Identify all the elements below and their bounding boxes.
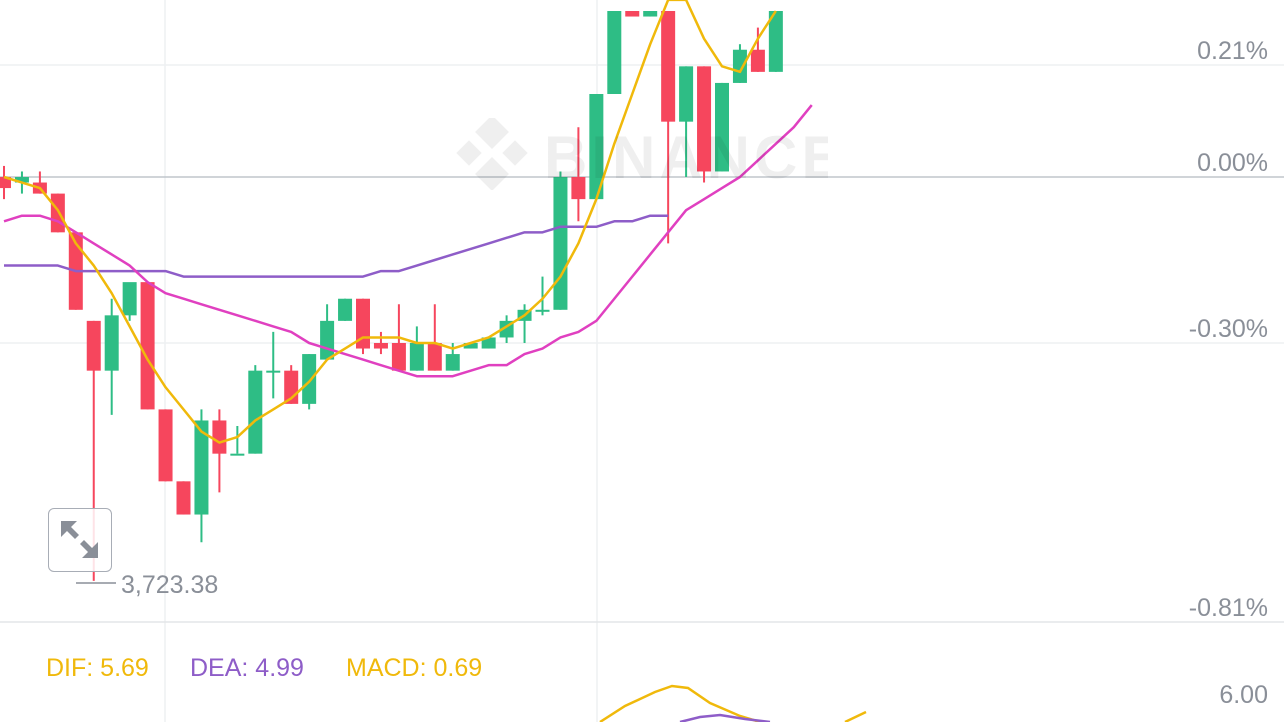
candle-down bbox=[176, 481, 191, 515]
candle-down bbox=[0, 177, 11, 189]
candle-up bbox=[732, 49, 747, 83]
candle-up bbox=[535, 309, 550, 312]
ma-purple-line bbox=[4, 214, 669, 278]
candle-down bbox=[212, 420, 227, 454]
candle-down bbox=[697, 66, 712, 172]
candle-down bbox=[750, 49, 765, 72]
y-label-0: 0.21% bbox=[1197, 37, 1268, 65]
candle-up bbox=[230, 453, 245, 456]
candle-up bbox=[122, 282, 137, 316]
candle-down bbox=[427, 343, 442, 371]
candle-down bbox=[86, 320, 101, 371]
candle-up bbox=[553, 177, 568, 310]
candle-down bbox=[140, 282, 155, 410]
candle-up bbox=[715, 82, 729, 172]
y-label-3: -0.81% bbox=[1189, 594, 1268, 622]
candle-up bbox=[445, 354, 460, 371]
candle-up bbox=[589, 94, 604, 200]
low-marker-label: 3,723.38 bbox=[121, 571, 218, 599]
candle-up bbox=[463, 343, 478, 349]
candle-up bbox=[643, 11, 658, 17]
macd-dea-line bbox=[679, 713, 771, 722]
candle-down bbox=[391, 343, 406, 371]
y-label-1: 0.00% bbox=[1197, 149, 1268, 177]
binance-watermark: BINANCE bbox=[456, 115, 841, 195]
candle-up bbox=[768, 11, 783, 72]
candle-up bbox=[338, 298, 353, 321]
macd-dif-line-right bbox=[844, 710, 867, 722]
candle-up bbox=[248, 370, 263, 454]
candle-up bbox=[679, 66, 694, 122]
moving-average-layer bbox=[3, 0, 813, 444]
candle-up bbox=[302, 354, 317, 404]
candle-up bbox=[409, 343, 424, 371]
candle-down bbox=[661, 11, 676, 122]
candle-down bbox=[373, 343, 388, 349]
candle-up bbox=[320, 320, 335, 360]
binance-logo-icon bbox=[456, 115, 528, 191]
candle-down bbox=[625, 11, 640, 17]
expand-arrows-icon bbox=[61, 521, 98, 558]
candle-up bbox=[14, 177, 29, 183]
macd-axis-label: 6.00 bbox=[1219, 681, 1268, 709]
candle-up bbox=[481, 337, 496, 349]
candle-down bbox=[50, 193, 65, 233]
candle-down bbox=[158, 409, 173, 482]
macd-label: MACD: 0.69 bbox=[346, 654, 483, 682]
candle-up bbox=[194, 420, 209, 515]
candles-layer bbox=[0, 11, 783, 581]
dea-label: DEA: 4.99 bbox=[190, 654, 304, 682]
watermark-text: BINANCE bbox=[544, 124, 828, 190]
candle-down bbox=[571, 177, 586, 200]
y-label-2: -0.30% bbox=[1189, 315, 1268, 343]
candle-up bbox=[104, 315, 119, 371]
dif-label: DIF: 5.69 bbox=[46, 654, 149, 682]
ma-magenta-line bbox=[3, 104, 813, 378]
expand-button[interactable] bbox=[48, 508, 112, 572]
candle-up bbox=[607, 11, 622, 94]
macd-dif-line bbox=[599, 684, 761, 722]
ma-yellow-line bbox=[3, 0, 777, 444]
candle-up bbox=[266, 370, 281, 373]
candle-down bbox=[356, 298, 370, 349]
